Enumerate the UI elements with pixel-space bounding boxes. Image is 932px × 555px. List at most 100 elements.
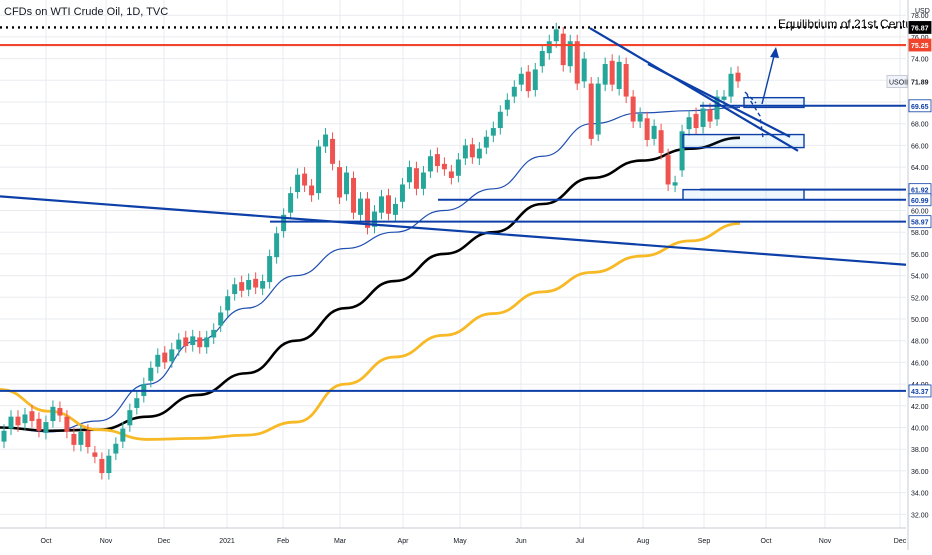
- candle-body: [211, 329, 217, 338]
- candle-body: [8, 416, 14, 429]
- candle-body: [309, 185, 315, 196]
- symbol-tag: USOIL: [889, 79, 910, 86]
- price-axis-unit: USD: [915, 8, 930, 15]
- candle-body: [637, 113, 643, 122]
- time-tick-label: 2021: [219, 538, 235, 545]
- candle-body: [392, 203, 398, 215]
- price-label: 76.87: [911, 25, 929, 32]
- candle-body: [595, 83, 601, 135]
- candle-body: [483, 136, 489, 148]
- price-tick-label: 32.00: [911, 512, 929, 519]
- candle-body: [455, 159, 461, 176]
- candle-body: [148, 367, 154, 381]
- price-label-box: [908, 75, 932, 88]
- candle-body: [651, 125, 657, 139]
- candle-body: [274, 233, 280, 258]
- candle-body: [64, 416, 70, 432]
- candle-body: [197, 337, 203, 348]
- price-label: 58.97: [911, 220, 929, 227]
- time-tick-label: Dec: [894, 538, 907, 545]
- candle-body: [22, 414, 28, 424]
- candle-body: [162, 352, 168, 363]
- moving-average-ma-black: [0, 136, 741, 433]
- candle-body: [434, 154, 440, 167]
- candle-body: [330, 138, 336, 164]
- candle-body: [337, 167, 343, 198]
- time-axis-ticks: Oct Nov Dec 2021 Feb Mar Apr May Jun Jul Aug Sep Oct…: [41, 538, 907, 545]
- candle-body: [721, 96, 727, 100]
- price-zone: [682, 133, 805, 149]
- candle-body: [106, 455, 112, 474]
- candle-body: [113, 443, 119, 454]
- candle-body: [371, 211, 377, 227]
- candle-body: [581, 58, 587, 82]
- price-tick-label: 64.00: [911, 165, 929, 172]
- moving-average-ma-blue: [0, 106, 741, 433]
- candle-body: [399, 184, 405, 202]
- candle-body: [623, 64, 629, 97]
- price-label-box: [908, 193, 932, 207]
- candle-body: [532, 69, 538, 91]
- price-label: 61.92: [911, 188, 929, 195]
- candle-body: [588, 83, 594, 139]
- candle-body: [50, 406, 56, 421]
- candle-body: [728, 73, 734, 97]
- price-axis-bg: [908, 0, 932, 550]
- time-tick-label: Apr: [398, 538, 410, 545]
- candle-body: [679, 131, 685, 171]
- candle-body: [462, 145, 468, 159]
- candle-body: [295, 174, 301, 193]
- candle-body: [616, 61, 622, 89]
- candle-body: [358, 198, 364, 215]
- price-tick-label: 66.00: [911, 143, 929, 150]
- candle-body: [700, 108, 706, 127]
- price-label-box: [908, 38, 932, 52]
- price-zone: [743, 96, 805, 109]
- candle-body: [57, 407, 63, 416]
- price-tick-label: 36.00: [911, 469, 929, 476]
- candles: [1, 22, 741, 480]
- time-tick-label: Oct: [761, 538, 772, 545]
- price-label-box: [908, 215, 932, 229]
- candle-body: [29, 411, 35, 421]
- candle-body: [190, 336, 196, 346]
- candle-body: [518, 73, 524, 85]
- price-tick-label: 68.00: [911, 122, 929, 129]
- price-zone: [682, 188, 805, 201]
- projection-bearish-dash: [746, 94, 764, 139]
- candle-body: [169, 349, 175, 362]
- time-tick-label: Jun: [515, 538, 526, 545]
- candle-body: [176, 339, 182, 350]
- candle-body: [120, 428, 126, 442]
- candle-body: [92, 452, 98, 457]
- time-tick-label: Sep: [698, 538, 711, 545]
- candle-body: [476, 148, 482, 159]
- chart-title: CFDs on WTI Crude Oil, 1D, TVC: [4, 6, 169, 18]
- price-tick-label: 58.00: [911, 230, 929, 237]
- price-tick-label: 74.00: [911, 57, 929, 64]
- candle-body: [260, 281, 266, 289]
- candle-body: [43, 422, 49, 433]
- trend-line-rising-support: [647, 63, 791, 138]
- candle-body: [553, 29, 559, 42]
- candle-body: [365, 198, 371, 228]
- time-tick-label: Dec: [158, 538, 171, 545]
- price-label: 69.65: [911, 104, 929, 111]
- candle-body: [267, 256, 273, 283]
- time-tick-label: Oct: [41, 538, 52, 545]
- price-tick-label: 60.00: [911, 209, 929, 216]
- candle-body: [665, 155, 671, 185]
- candle-body: [525, 71, 531, 92]
- candle-body: [574, 41, 580, 84]
- candle-body: [567, 41, 573, 67]
- candle-body: [1, 430, 7, 442]
- time-tick-label: Aug: [637, 538, 650, 545]
- candle-body: [288, 193, 294, 213]
- time-tick-label: Mar: [334, 538, 347, 545]
- candle-body: [469, 144, 475, 158]
- candle-body: [127, 410, 133, 426]
- candle-body: [316, 146, 322, 194]
- candle-body: [351, 177, 357, 213]
